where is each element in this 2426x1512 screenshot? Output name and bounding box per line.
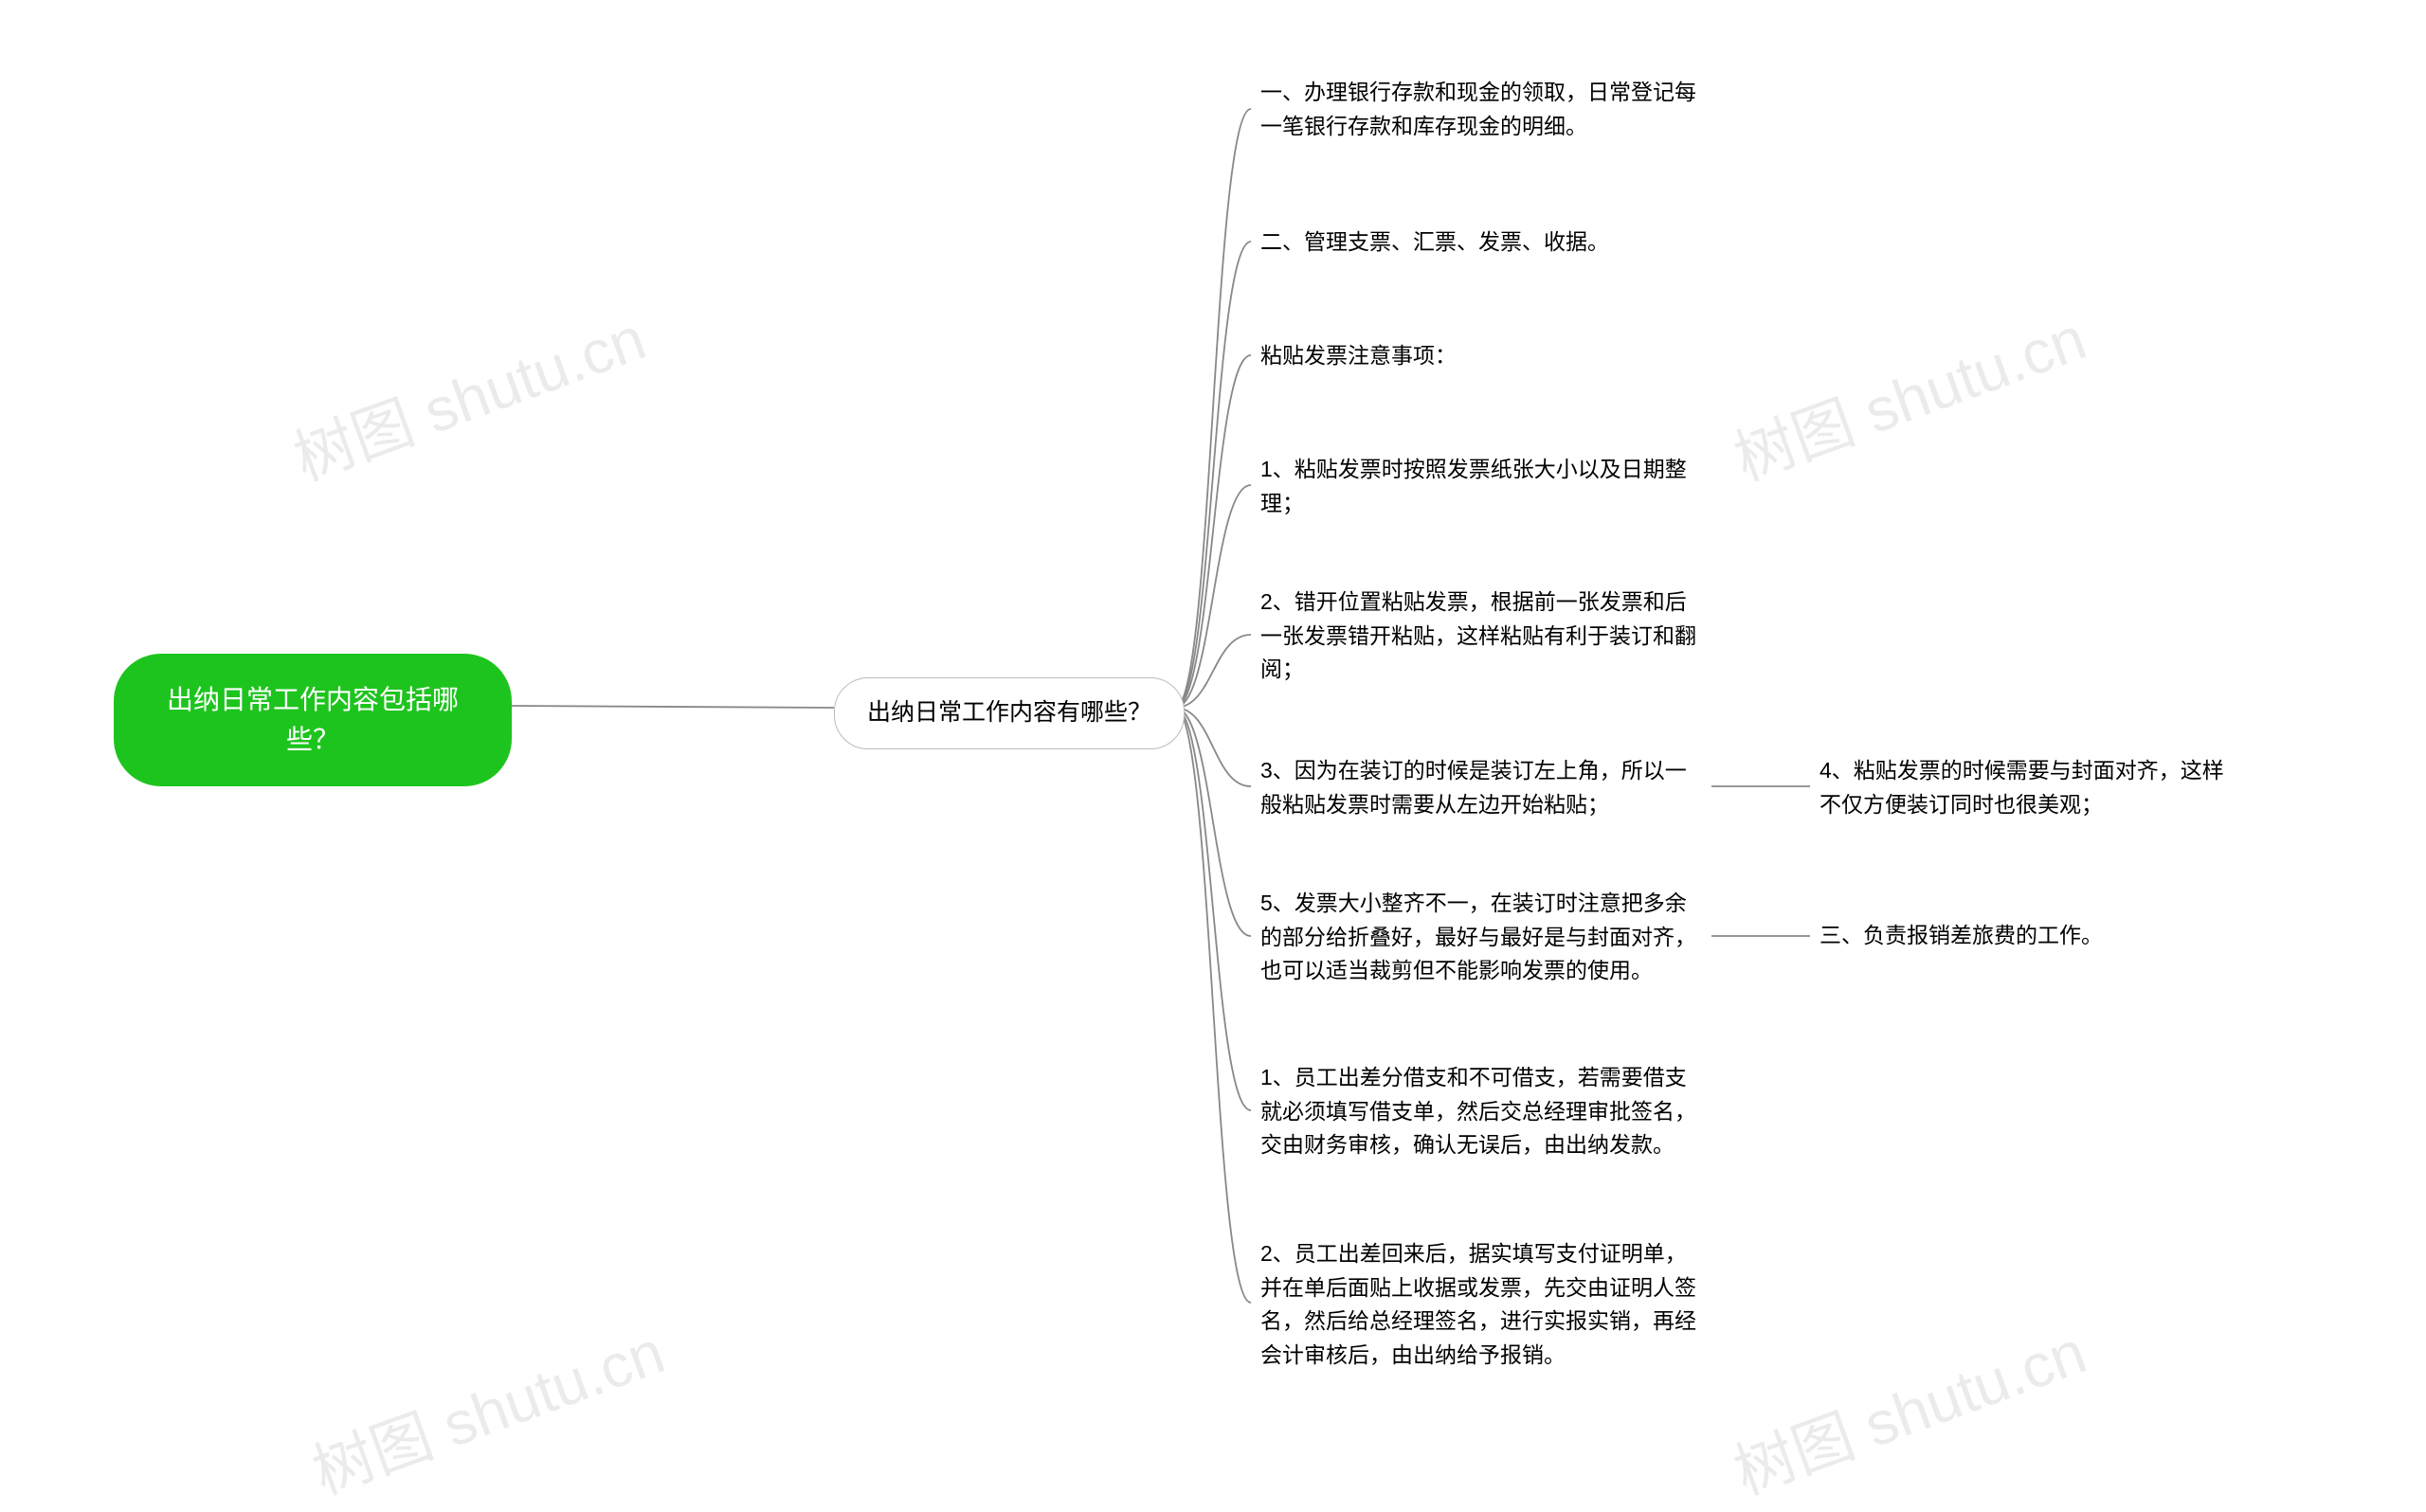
root-label: 出纳日常工作内容包括哪些？	[167, 685, 459, 754]
leaf-node: 3、因为在装订的时候是装订左上角，所以一般粘贴发票时需要从左边开始粘贴；	[1260, 754, 1706, 821]
leaf-label: 5、发票大小整齐不一，在装订时注意把多余的部分给折叠好，最好与最好是与封面对齐，…	[1260, 891, 1696, 982]
level1-node: 出纳日常工作内容有哪些？	[834, 677, 1185, 749]
leaf-label: 粘贴发票注意事项：	[1260, 343, 1457, 368]
leaf-node: 一、办理银行存款和现金的领取，日常登记每一笔银行存款和库存现金的明细。	[1260, 76, 1706, 143]
leaf-label: 1、员工出差分借支和不可借支，若需要借支就必须填写借支单，然后交总经理审批签名，…	[1260, 1065, 1696, 1157]
watermark: 树图 shutu.cn	[1721, 1304, 2096, 1511]
level1-label: 出纳日常工作内容有哪些？	[867, 699, 1151, 726]
leaf-label: 二、管理支票、汇票、发票、收据。	[1260, 229, 1609, 254]
leaf-label: 3、因为在装订的时候是装订左上角，所以一般粘贴发票时需要从左边开始粘贴；	[1260, 758, 1687, 817]
leaf-node: 粘贴发票注意事项：	[1260, 339, 1706, 373]
leaf-node: 1、员工出差分借支和不可借支，若需要借支就必须填写借支单，然后交总经理审批签名，…	[1260, 1061, 1706, 1162]
leaf-node: 1、粘贴发票时按照发票纸张大小以及日期整理；	[1260, 453, 1706, 520]
leaf-label: 2、员工出差回来后，据实填写支付证明单，并在单后面贴上收据或发票，先交由证明人签…	[1260, 1241, 1696, 1367]
watermark: 树图 shutu.cn	[299, 1304, 675, 1511]
leaf-node: 2、错开位置粘贴发票，根据前一张发票和后一张发票错开粘贴，这样粘贴有利于装订和翻…	[1260, 585, 1706, 687]
leaf-child-node: 三、负责报销差旅费的工作。	[1820, 919, 2227, 953]
leaf-node: 2、员工出差回来后，据实填写支付证明单，并在单后面贴上收据或发票，先交由证明人签…	[1260, 1237, 1706, 1373]
leaf-child-label: 三、负责报销差旅费的工作。	[1820, 923, 2103, 947]
leaf-label: 一、办理银行存款和现金的领取，日常登记每一笔银行存款和库存现金的明细。	[1260, 80, 1696, 138]
watermark: 树图 shutu.cn	[281, 290, 656, 497]
leaf-label: 2、错开位置粘贴发票，根据前一张发票和后一张发票错开粘贴，这样粘贴有利于装订和翻…	[1260, 589, 1696, 681]
leaf-node: 5、发票大小整齐不一，在装订时注意把多余的部分给折叠好，最好与最好是与封面对齐，…	[1260, 887, 1706, 988]
leaf-child-node: 4、粘贴发票的时候需要与封面对齐，这样不仅方便装订同时也很美观；	[1820, 754, 2227, 821]
watermark: 树图 shutu.cn	[1721, 290, 2096, 497]
leaf-label: 1、粘贴发票时按照发票纸张大小以及日期整理；	[1260, 457, 1687, 515]
leaf-node: 二、管理支票、汇票、发票、收据。	[1260, 225, 1706, 260]
leaf-child-label: 4、粘贴发票的时候需要与封面对齐，这样不仅方便装订同时也很美观；	[1820, 758, 2224, 817]
root-node: 出纳日常工作内容包括哪些？	[114, 654, 512, 786]
